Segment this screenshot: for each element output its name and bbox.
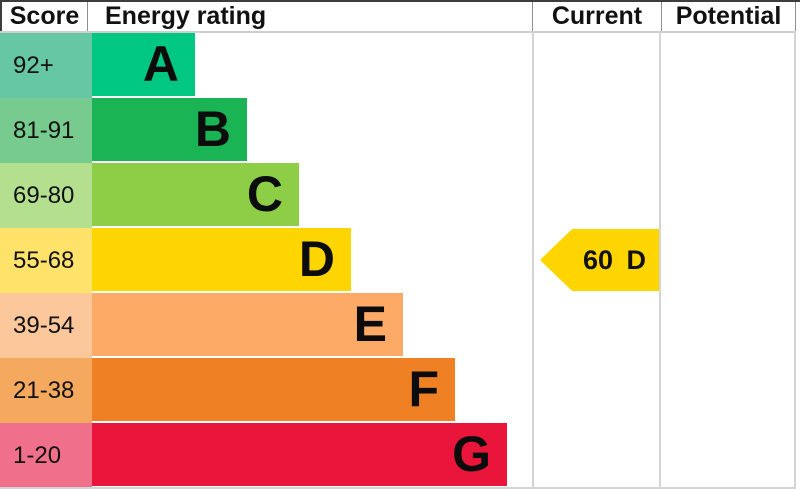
band-row: 55-68 D	[0, 228, 532, 293]
score-cell: 21-38	[0, 358, 92, 423]
potential-column	[661, 33, 796, 488]
top-border	[0, 0, 800, 2]
band-letter: D	[298, 231, 335, 287]
header-score: Score	[0, 2, 88, 31]
header-energy-rating: Energy rating	[105, 2, 267, 30]
band-row: 69-80 C	[0, 163, 532, 228]
band-bar: E	[92, 293, 403, 356]
band-bar: A	[92, 33, 195, 96]
band-bar: D	[92, 228, 351, 291]
band-row: 92+ A	[0, 33, 532, 98]
score-cell: 55-68	[0, 228, 92, 293]
score-label: 39-54	[13, 311, 75, 339]
band-bar: F	[92, 358, 455, 421]
band-letter: G	[452, 426, 491, 482]
current-rating-label: 60 D	[582, 244, 647, 275]
band-row: 1-20 G	[0, 423, 532, 488]
current-column: 60 D	[532, 33, 661, 488]
band-letter: E	[353, 296, 387, 352]
current-rating-arrow: 60 D	[540, 229, 659, 291]
band-row: 81-91 B	[0, 98, 532, 163]
score-cell: 92+	[0, 33, 92, 98]
band-letter: B	[194, 101, 231, 157]
header-current: Current	[532, 2, 661, 31]
score-cell: 39-54	[0, 293, 92, 358]
score-label: 21-38	[13, 376, 75, 404]
score-label: 92+	[13, 51, 54, 79]
score-label: 55-68	[13, 246, 75, 274]
band-bar: B	[92, 98, 247, 161]
band-rows: 92+ A 81-91 B 69-80 C 55-68 D 39-54	[0, 33, 532, 488]
band-row: 21-38 F	[0, 358, 532, 423]
header-potential: Potential	[661, 2, 796, 31]
band-letter: F	[408, 361, 439, 417]
band-row: 39-54 E	[0, 293, 532, 358]
header-row: Score Energy rating Current Potential	[0, 2, 796, 33]
band-bar: G	[92, 423, 507, 486]
band-letter: A	[142, 36, 179, 92]
band-letter: C	[246, 166, 283, 222]
score-label: 1-20	[13, 441, 62, 469]
band-bar: C	[92, 163, 299, 226]
score-label: 81-91	[13, 116, 75, 144]
score-cell: 1-20	[0, 423, 92, 488]
score-label: 69-80	[13, 181, 75, 209]
score-cell: 69-80	[0, 163, 92, 228]
score-cell: 81-91	[0, 98, 92, 163]
bottom-border	[0, 487, 796, 489]
